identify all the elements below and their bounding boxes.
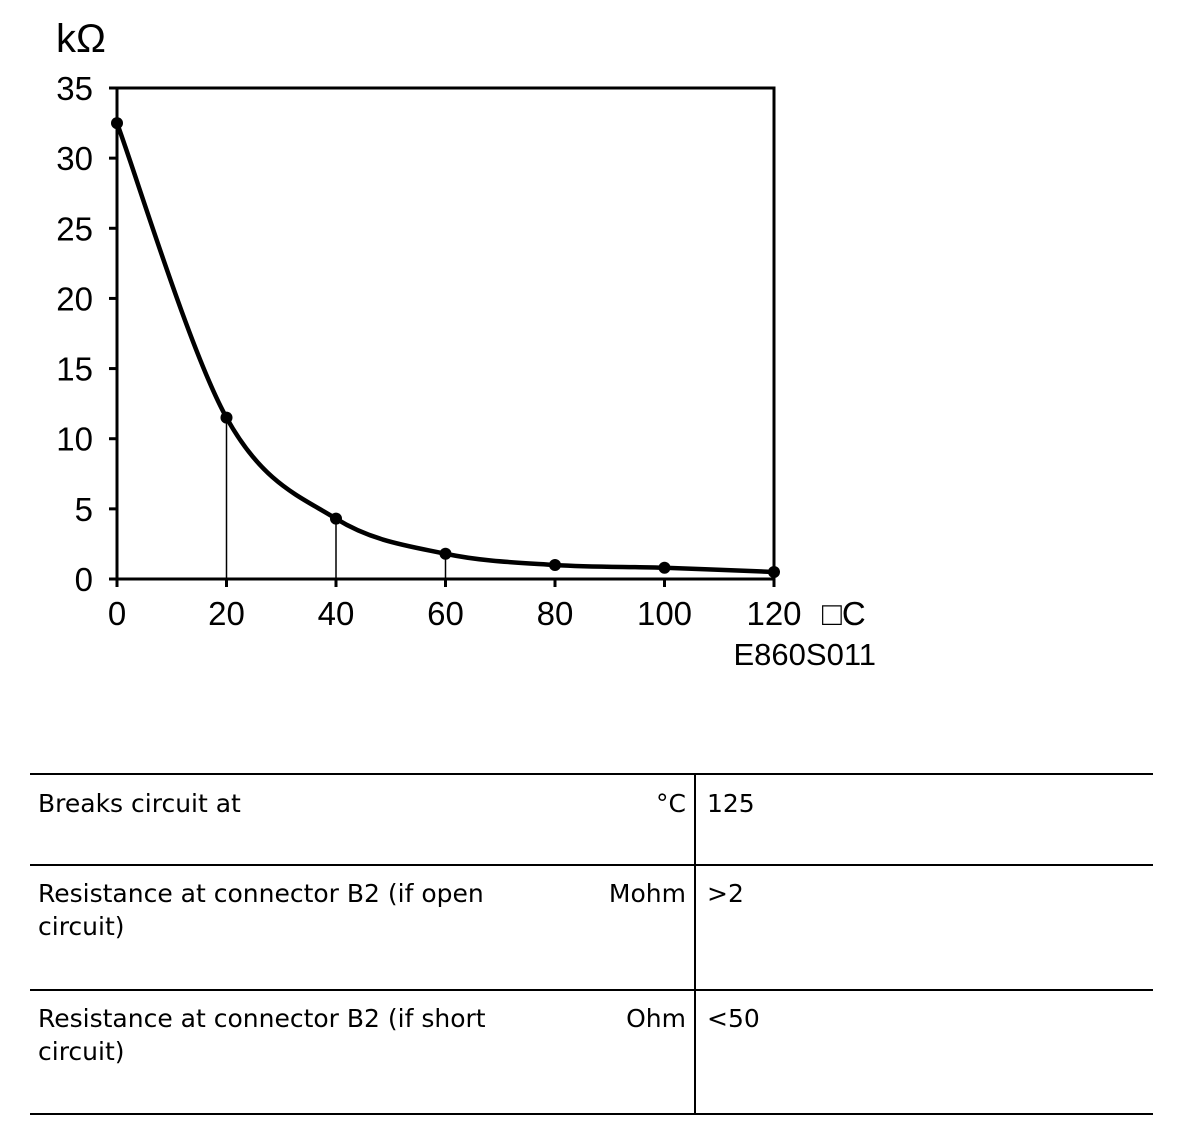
x-ticks: 0 20 40 60 80 100 120 xyxy=(108,579,802,632)
x-tick-label: 20 xyxy=(208,595,245,632)
data-point xyxy=(330,512,342,525)
y-tick-label: 10 xyxy=(56,421,93,458)
y-tick-label: 25 xyxy=(56,210,93,247)
table-border-top xyxy=(30,773,1153,775)
table-row-value: <50 xyxy=(707,1004,760,1033)
data-point xyxy=(549,558,561,571)
table-row-unit: Ohm xyxy=(626,1004,686,1033)
y-axis-label: kΩ xyxy=(56,17,106,61)
y-tick-label: 15 xyxy=(56,351,93,388)
data-point xyxy=(439,547,452,560)
x-tick-label: 60 xyxy=(427,595,464,632)
y-tick-label: 20 xyxy=(56,280,93,317)
y-tick-label: 0 xyxy=(75,561,93,598)
y-tick-label: 35 xyxy=(56,70,93,107)
x-tick-label: 40 xyxy=(318,595,355,632)
y-tick-label: 30 xyxy=(56,140,93,177)
drop-lines xyxy=(225,417,447,579)
resistance-temperature-chart: kΩ 0 5 10 15 20 25 30 35 0 20 40 60 80 100 120 □C E86… xyxy=(56,17,877,672)
x-tick-label: 100 xyxy=(637,595,692,632)
plot-frame xyxy=(115,86,776,581)
y-tick-label: 5 xyxy=(75,491,93,528)
table-row-label: Resistance at connector B2 (if open circ… xyxy=(38,879,484,941)
y-ticks: 0 5 10 15 20 25 30 35 xyxy=(56,70,117,598)
data-points xyxy=(111,117,780,578)
series-line xyxy=(114,122,775,575)
table-row-label: Breaks circuit at xyxy=(38,789,241,818)
table-border-bottom xyxy=(30,1113,1153,1115)
table-divider-1 xyxy=(30,864,1153,866)
x-tick-label: 80 xyxy=(537,595,574,632)
table-row-value: 125 xyxy=(707,789,755,818)
data-point xyxy=(220,411,233,424)
x-tick-label: 0 xyxy=(108,595,126,632)
table-divider-2 xyxy=(30,989,1153,991)
data-point xyxy=(768,565,780,578)
data-point xyxy=(111,117,123,130)
table-row-label: Resistance at connector B2 (if short cir… xyxy=(38,1004,486,1066)
figure-code: E860S011 xyxy=(734,637,877,672)
x-axis-label: □C xyxy=(822,595,866,632)
table-row-unit: °C xyxy=(656,789,686,818)
table-row-value: >2 xyxy=(707,879,744,908)
data-point xyxy=(658,561,671,574)
table-row-unit: Mohm xyxy=(608,879,686,908)
x-tick-label: 120 xyxy=(746,595,801,632)
table-column-divider xyxy=(694,773,696,1115)
